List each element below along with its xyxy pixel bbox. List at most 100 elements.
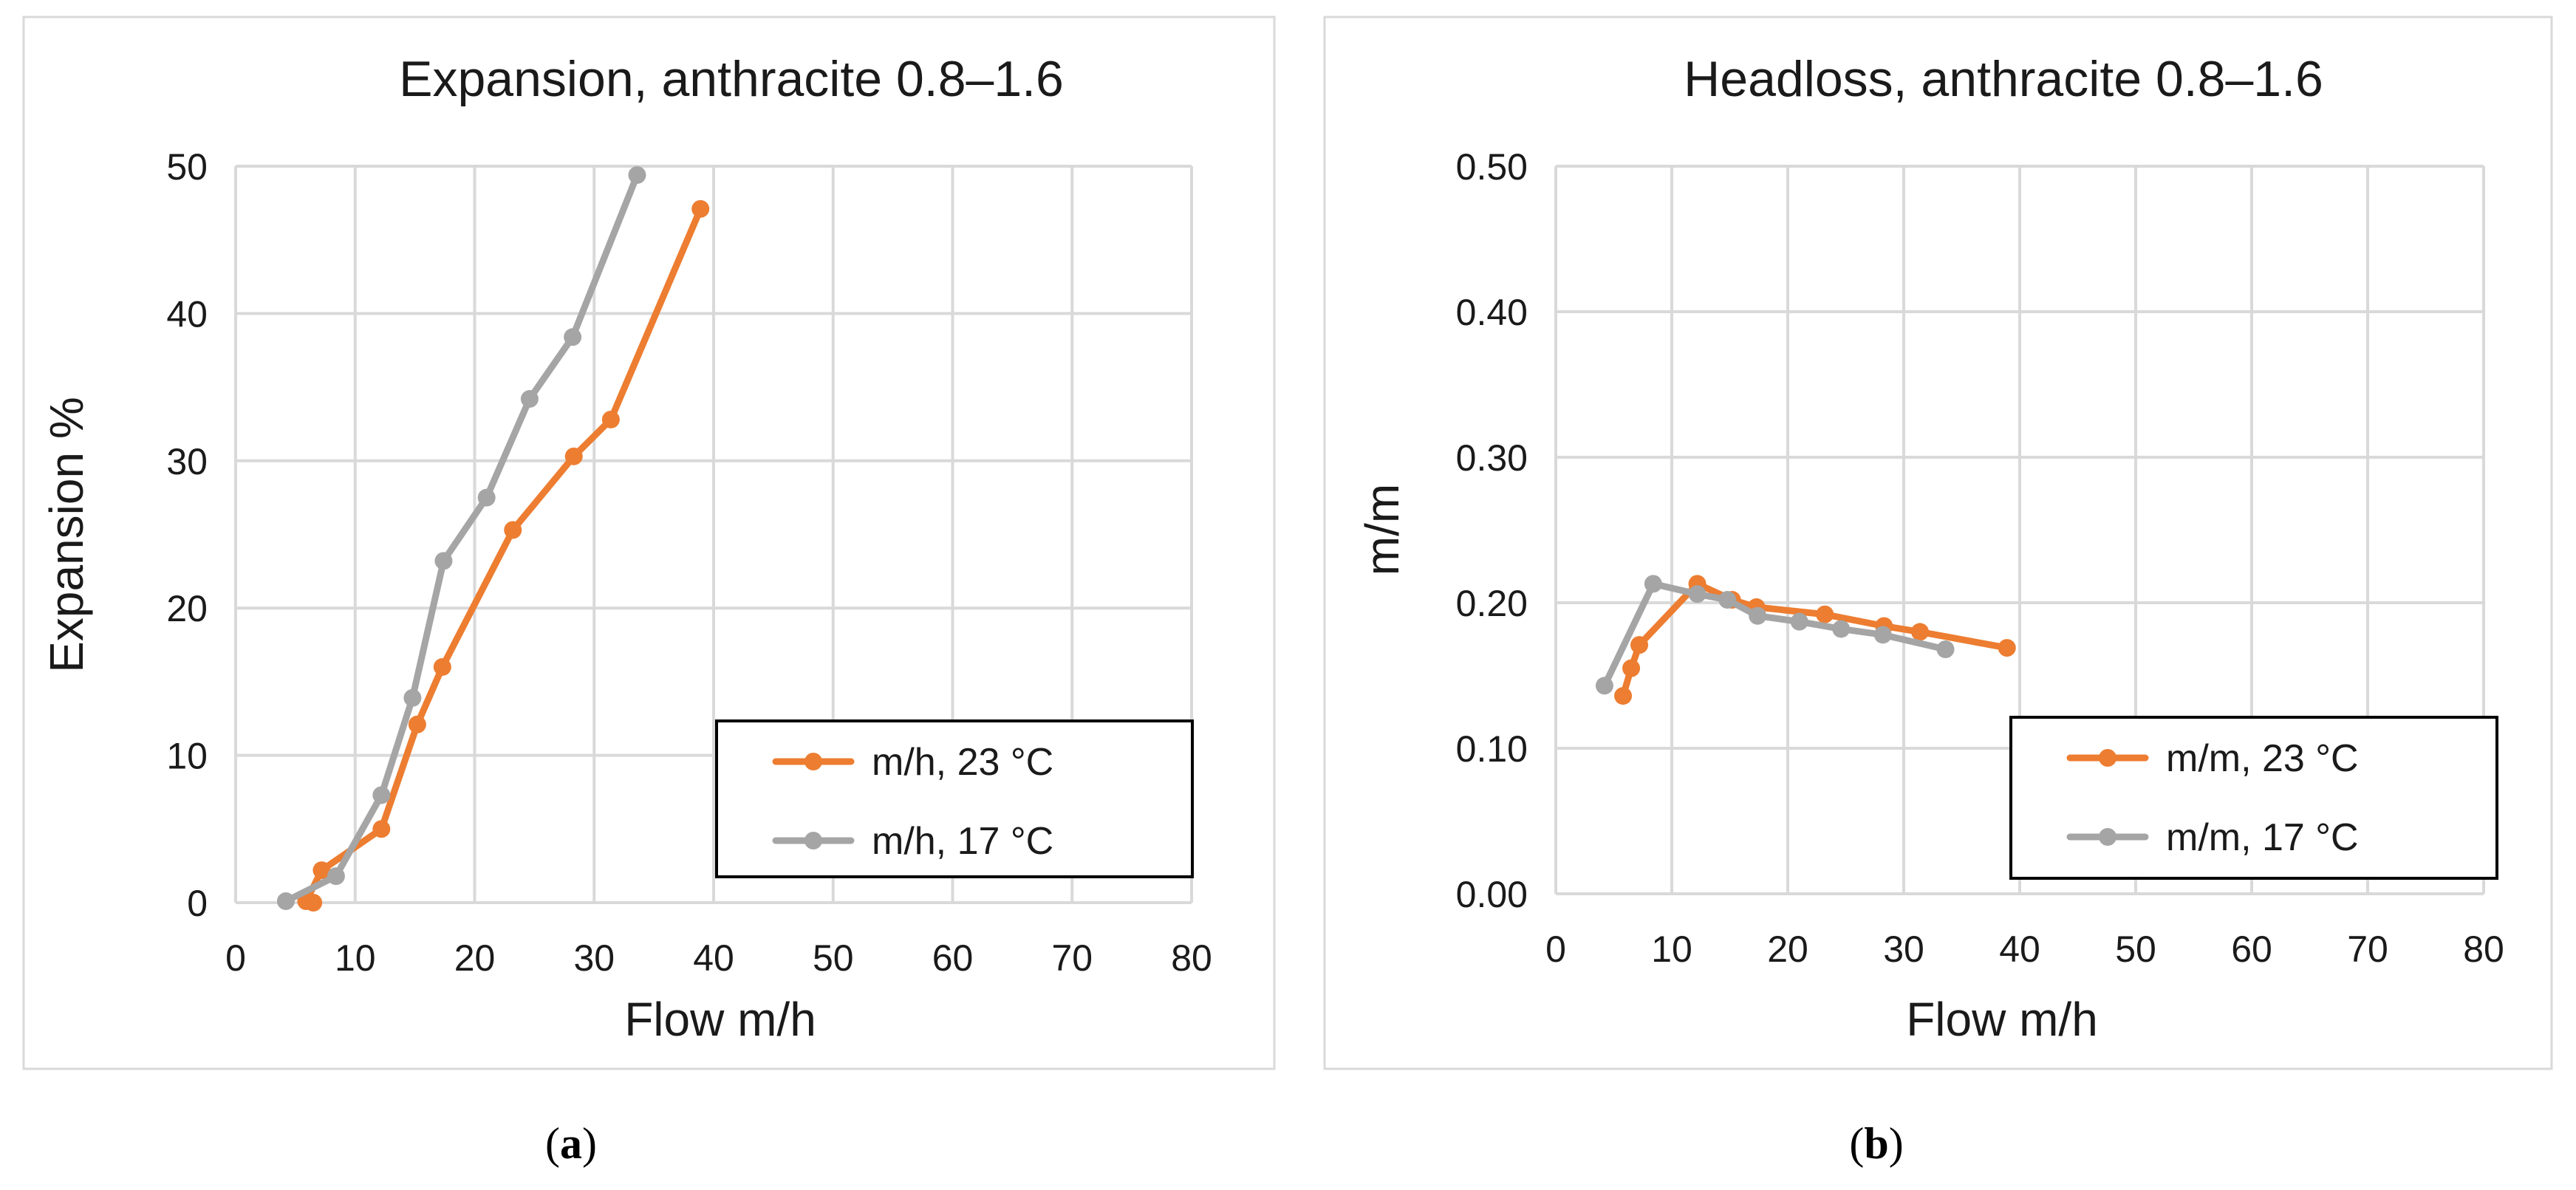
data-point [601, 410, 620, 428]
x-tick-label: 70 [2347, 929, 2388, 970]
legend-label: m/h, 17 °C [872, 820, 1053, 863]
y-tick-label: 0.30 [1456, 437, 1528, 479]
legend: m/m, 23 °C m/m, 17 °C [2009, 716, 2498, 880]
x-tick-label: 20 [1767, 929, 1808, 970]
data-point [1936, 640, 1955, 659]
y-tick-label: 10 [166, 736, 208, 777]
data-point [1998, 639, 2016, 657]
x-tick-label: 30 [1883, 929, 1924, 970]
chart-panel-expansion: 0 10 20 30 40 50 60 70 80 0 10 20 30 40 50 Expansion, a… [22, 16, 1276, 1168]
x-tick-label: 60 [2231, 929, 2272, 970]
legend-label: m/m, 23 °C [2166, 737, 2359, 780]
figure-caption: (a) [545, 1119, 597, 1168]
data-point [433, 657, 451, 676]
x-tick-label: 30 [573, 937, 615, 979]
data-point [403, 688, 422, 707]
series-line [1619, 580, 2011, 700]
legend-label: m/m, 17 °C [2166, 816, 2359, 859]
x-tick-label: 80 [1171, 937, 1212, 979]
caption-letter: a [560, 1119, 582, 1168]
y-axis-label: Expansion % [40, 397, 93, 673]
x-tick-label: 40 [693, 937, 734, 979]
x-axis-label: Flow m/h [1906, 993, 2098, 1046]
data-point [1718, 591, 1737, 609]
data-point [1873, 626, 1892, 644]
data-point [276, 892, 295, 911]
y-tick-label: 40 [166, 293, 208, 335]
data-point [1910, 623, 1929, 641]
chart-title: Expansion, anthracite 0.8–1.6 [399, 51, 1064, 107]
caption-close-paren: ) [1889, 1119, 1904, 1168]
y-tick-label: 30 [166, 441, 208, 482]
caption-letter: b [1864, 1119, 1888, 1168]
data-point [1749, 606, 1767, 625]
figure-caption: (b) [1849, 1119, 1903, 1168]
y-tick-label: 0.50 [1456, 146, 1528, 188]
data-point [564, 447, 583, 465]
y-tick-label: 0.00 [1456, 874, 1528, 915]
x-tick-label: 50 [813, 937, 854, 979]
data-point [477, 488, 496, 507]
y-tick-label: 0.20 [1456, 583, 1528, 624]
legend-label: m/h, 23 °C [872, 741, 1053, 784]
y-tick-label: 50 [166, 146, 208, 188]
data-point [372, 820, 391, 838]
data-point [1614, 687, 1633, 705]
chart-panel-headloss: 0 10 20 30 40 50 60 70 80 0.00 0.10 0.20 0.30 0.40 0.5… [1323, 16, 2553, 1168]
x-tick-label: 0 [225, 937, 246, 979]
legend-swatch-marker [804, 832, 822, 849]
caption-open-paren: ( [545, 1119, 560, 1168]
legend-box [715, 719, 1194, 878]
data-point [434, 552, 453, 570]
data-point [327, 867, 345, 886]
chart-frame [22, 16, 1276, 1070]
data-point [372, 786, 391, 804]
data-point [1816, 605, 1834, 623]
data-point [520, 390, 539, 408]
x-axis-label: Flow m/h [624, 993, 816, 1046]
data-point [564, 328, 582, 346]
legend: m/h, 23 °C m/h, 17 °C [715, 719, 1194, 878]
x-tick-label: 20 [454, 937, 496, 979]
data-point [691, 199, 710, 218]
x-tick-label: 10 [1651, 929, 1692, 970]
data-point [1688, 585, 1706, 603]
y-axis-label: m/m [1356, 484, 1409, 575]
data-point [628, 165, 646, 184]
y-tick-label: 20 [166, 588, 208, 629]
data-point [504, 521, 522, 539]
x-tick-label: 10 [335, 937, 376, 979]
data-point [1595, 677, 1613, 695]
legend-swatch-marker [2099, 828, 2117, 846]
x-tick-label: 40 [1999, 929, 2040, 970]
data-point [1622, 659, 1641, 677]
legend-swatch-marker [804, 753, 822, 770]
y-tick-label: 0.40 [1456, 292, 1528, 333]
data-point [1790, 612, 1808, 631]
chart-title: Headloss, anthracite 0.8–1.6 [1684, 51, 2323, 107]
caption-open-paren: ( [1849, 1119, 1864, 1168]
y-tick-label: 0 [187, 883, 208, 924]
x-tick-label: 0 [1545, 929, 1566, 970]
data-point [312, 861, 331, 880]
y-tick-label: 0.10 [1456, 728, 1528, 770]
legend-box [2009, 716, 2498, 880]
data-point [408, 715, 426, 734]
x-axis-tick-labels: 0 10 20 30 40 50 60 70 80 [225, 937, 1212, 979]
data-point [1644, 575, 1662, 593]
series-gray [276, 165, 646, 911]
data-point [1630, 636, 1649, 654]
x-tick-label: 70 [1051, 937, 1093, 979]
x-tick-label: 80 [2463, 929, 2504, 970]
caption-close-paren: ) [582, 1119, 597, 1168]
x-tick-label: 60 [932, 937, 974, 979]
data-point [1832, 620, 1851, 638]
x-tick-label: 50 [2115, 929, 2156, 970]
x-axis-tick-labels: 0 10 20 30 40 50 60 70 80 [1545, 929, 2504, 970]
y-axis-tick-labels: 0 10 20 30 40 50 [166, 146, 208, 924]
series-gray [1595, 575, 1955, 695]
legend-swatch-marker [2099, 749, 2117, 767]
y-axis-tick-labels: 0.00 0.10 0.20 0.30 0.40 0.50 [1456, 146, 1528, 915]
